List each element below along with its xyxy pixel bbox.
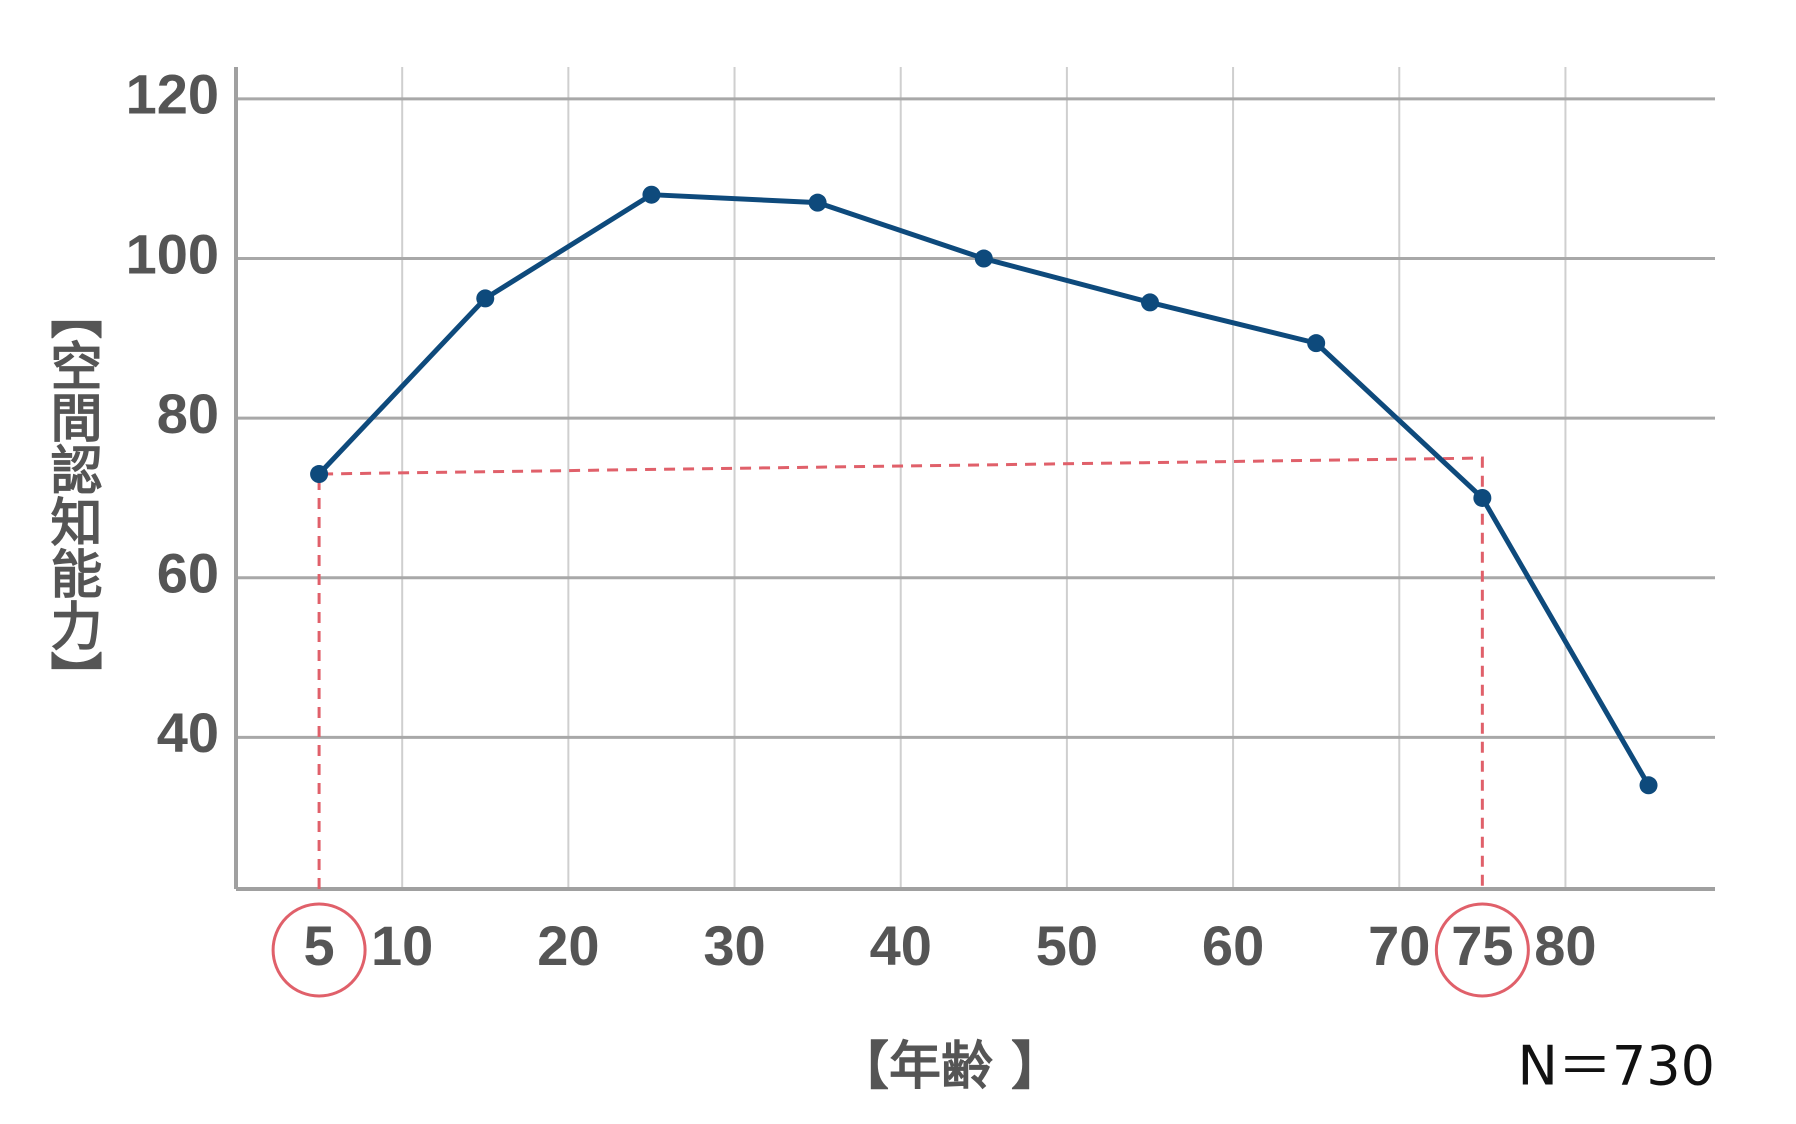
data-point: [1140, 293, 1159, 312]
y-tick-label: 60: [157, 542, 219, 605]
x-tick-label: 80: [1534, 914, 1596, 977]
data-point: [974, 249, 993, 268]
data-point: [1473, 488, 1492, 507]
guide-line: [317, 456, 1484, 889]
data-point: [642, 185, 661, 204]
x-tick-label: 60: [1202, 914, 1264, 977]
x-tick-label: 70: [1368, 914, 1430, 977]
y-tick-label: 80: [157, 382, 219, 445]
data-point: [1307, 334, 1326, 353]
data-point: [476, 289, 495, 308]
y-tick-label: 100: [126, 222, 219, 285]
data-point: [310, 465, 329, 484]
data-point: [808, 193, 827, 212]
y-tick-label: 40: [157, 701, 219, 764]
data-line: [317, 192, 1651, 787]
x-tick-label: 10: [371, 914, 433, 977]
x-tick-label: 20: [537, 914, 599, 977]
y-axis-title: 【空間認知能力】: [41, 287, 102, 703]
x-tick-label-highlighted: 75: [1451, 914, 1513, 977]
x-tick-label-highlighted: 5: [304, 914, 335, 977]
x-tick-label: 40: [870, 914, 932, 977]
x-tick-label: 30: [703, 914, 765, 977]
x-tick-label: 50: [1036, 914, 1098, 977]
y-tick-label: 120: [126, 63, 219, 126]
x-axis-title: 【年齢 】: [837, 1037, 1063, 1097]
highlight-circle: [271, 902, 367, 998]
highlight-circle: [1434, 902, 1530, 998]
sample-size-note: N＝730: [1518, 1035, 1715, 1098]
data-point: [1639, 776, 1658, 795]
